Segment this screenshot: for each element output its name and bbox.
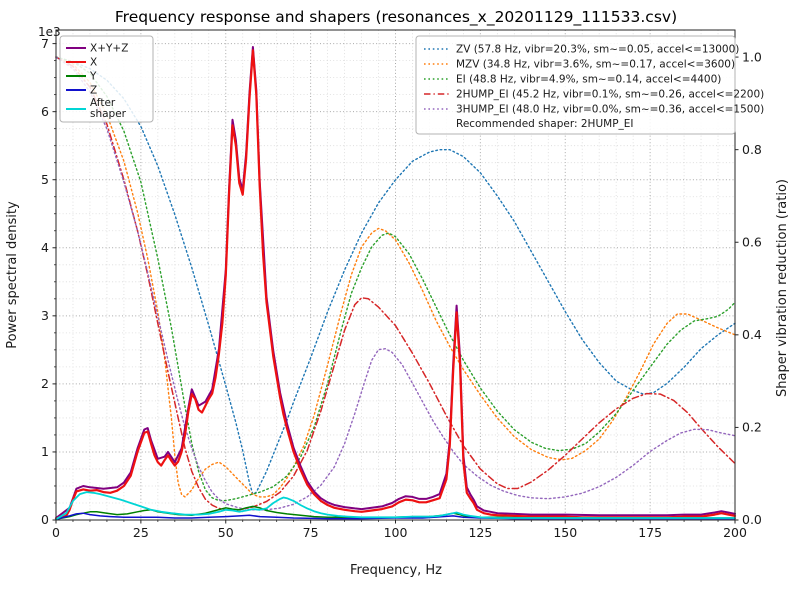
y-left-tick-label: 0 <box>41 512 49 527</box>
ticks: 0 25 50 75 100 125 150 175 200 0 1 2 3 4 5 6 7 0.0 0.2 0.4 0… <box>41 36 762 540</box>
y-right-tick-label: 0.2 <box>742 420 762 435</box>
legend-shaper-label: EI (48.8 Hz, vibr=4.9%, sm~=0.14, accel<… <box>456 74 721 86</box>
y-left-axis-label: Power spectral density <box>5 201 20 349</box>
y-right-axis-label: Shaper vibration reduction (ratio) <box>775 179 790 397</box>
x-tick-label: 175 <box>638 525 662 540</box>
legend-shaper-label: 3HUMP_EI (48.0 Hz, vibr=0.0%, sm~=0.36, … <box>456 104 764 116</box>
y-left-tick-label: 6 <box>41 104 49 119</box>
y-left-tick-label: 1 <box>41 444 49 459</box>
legend-shaper-label: 2HUMP_EI (45.2 Hz, vibr=0.1%, sm~=0.26, … <box>456 89 764 101</box>
series-after-shaper <box>55 491 736 521</box>
legend-psd-label: X <box>90 57 97 69</box>
y-right-tick-label: 0.8 <box>742 142 762 157</box>
legend-recommended-shaper: Recommended shaper: 2HUMP_EI <box>456 118 634 130</box>
series-3hump_ei <box>55 56 736 511</box>
y-left-tick-label: 4 <box>41 240 49 255</box>
series-ei <box>55 56 736 502</box>
x-tick-label: 125 <box>468 525 492 540</box>
y-right-tick-label: 0.4 <box>742 327 762 342</box>
legend-shaper-label: ZV (57.8 Hz, vibr=20.3%, sm~=0.05, accel… <box>456 44 739 56</box>
legend-shapers-box <box>415 35 736 135</box>
x-tick-label: 75 <box>303 525 319 540</box>
y-right-tick-label: 0.0 <box>742 512 762 527</box>
x-tick-label: 50 <box>218 525 234 540</box>
x-tick-label: 25 <box>133 525 149 540</box>
series-zv <box>55 56 736 496</box>
series-layer <box>54 46 737 521</box>
y-left-tick-label: 5 <box>41 172 49 187</box>
x-tick-label: 200 <box>723 525 747 540</box>
series-mzv <box>55 56 736 498</box>
legend-shapers: ZV (57.8 Hz, vibr=20.3%, sm~=0.05, accel… <box>415 35 764 135</box>
x-tick-label: 150 <box>553 525 577 540</box>
chart-title: Frequency response and shapers (resonanc… <box>115 8 677 27</box>
legend-psd-label: Y <box>89 71 97 83</box>
legend-psd-label: shaper <box>90 108 127 120</box>
legend-psd-label: X+Y+Z <box>90 43 128 55</box>
y-left-offset-text: 1e3 <box>38 25 61 39</box>
x-tick-label: 100 <box>384 525 408 540</box>
series-z <box>55 512 736 521</box>
legend-psd-box <box>59 35 154 123</box>
series-x+y+z <box>55 46 736 519</box>
legend-psd-label: Z <box>90 85 97 97</box>
x-axis-label: Frequency, Hz <box>350 563 442 578</box>
y-left-tick-label: 2 <box>41 376 49 391</box>
series-x <box>54 49 737 520</box>
series-2hump_ei <box>55 56 736 511</box>
y-left-tick-label: 7 <box>41 36 49 51</box>
x-tick-label: 0 <box>52 525 60 540</box>
legend-psd-label: After <box>90 97 116 109</box>
y-right-tick-label: 0.6 <box>742 234 762 249</box>
y-left-tick-label: 3 <box>41 308 49 323</box>
legend-shaper-label: MZV (34.8 Hz, vibr=3.6%, sm~=0.17, accel… <box>456 59 735 71</box>
y-right-tick-label: 1.0 <box>742 49 762 64</box>
